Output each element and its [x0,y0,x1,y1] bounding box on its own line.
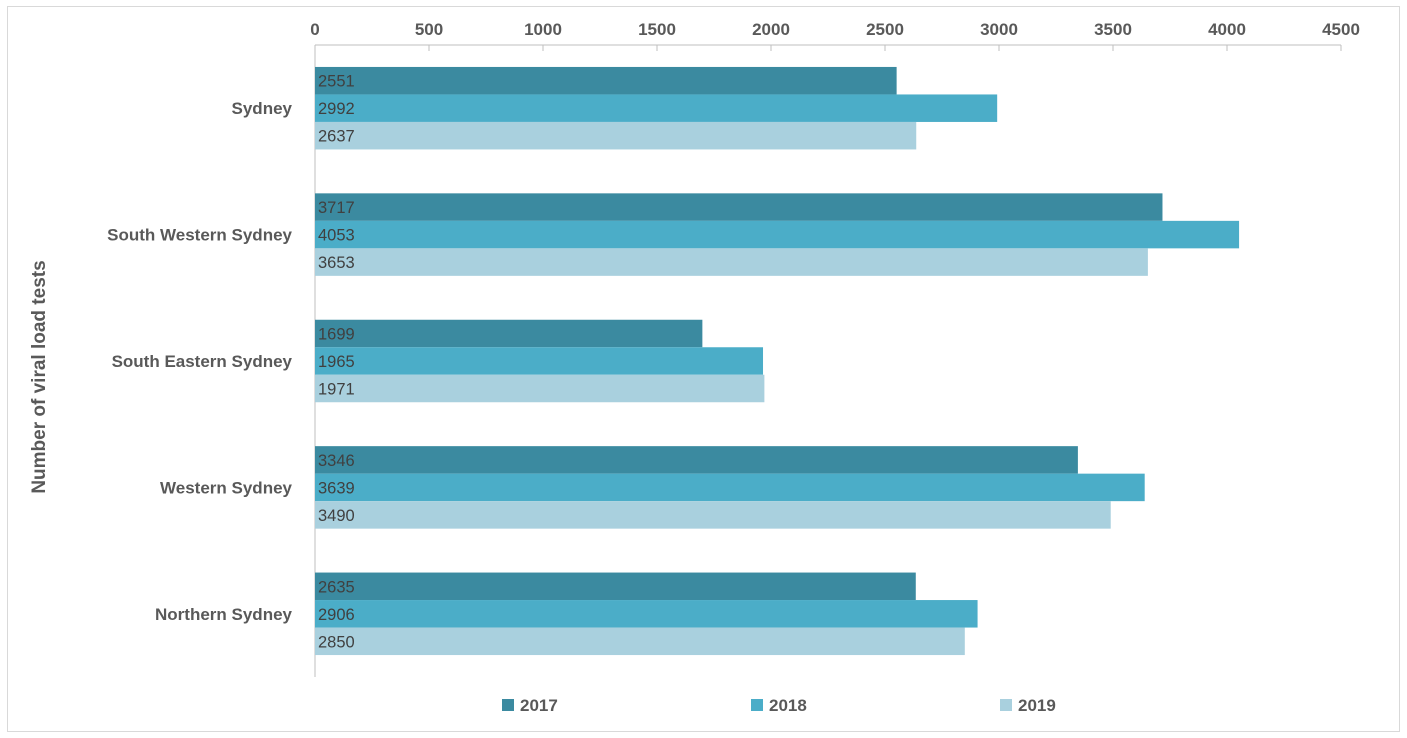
plot-area: 2551 2992 2637 3717 4053 3653 1699 1965 1971 3346… [314,45,1240,677]
x-tick-label: 1500 [638,20,676,39]
bar-2017 [315,446,1078,474]
bar-2019 [315,374,765,403]
bar-2017 [315,572,916,601]
x-tick-label: 3500 [1094,20,1132,39]
bar-2018 [315,600,978,628]
bar-2018 [315,94,998,122]
bar-2019 [315,121,917,150]
x-tick-label: 500 [415,20,443,39]
data-label-2017: 2635 [318,578,355,596]
data-label-2017: 3717 [318,199,355,217]
category-labels: Sydney South Western Sydney South Eastern … [107,99,292,624]
bar-2017 [315,193,1163,221]
bar-2018 [315,220,1240,249]
x-tick-label: 3000 [980,20,1018,39]
data-label-2018: 2906 [318,606,355,624]
x-axis-ticks: 0 500 1000 1500 2000 2500 3000 3500 4000 4500 [310,20,1360,51]
bar-2018 [315,347,764,375]
data-label-2018: 2992 [318,100,355,118]
data-label-2019: 2850 [318,633,355,651]
data-label-2017: 3346 [318,452,355,470]
x-tick-label: 1000 [524,20,562,39]
data-label-2019: 3653 [318,254,355,272]
bar-2018 [315,473,1145,502]
data-label-2018: 1965 [318,353,355,371]
bar-2019 [315,627,965,656]
x-tick-label: 2000 [752,20,790,39]
y-axis-title: Number of viral load tests [29,260,50,493]
category-label: South Western Sydney [107,226,292,245]
x-tick-label: 4500 [1322,20,1360,39]
legend-label-2018: 2018 [769,696,807,715]
legend-swatch-2018 [751,699,763,711]
x-tick-label: 4000 [1208,20,1246,39]
x-tick-label: 2500 [866,20,904,39]
data-label-2019: 3490 [318,507,355,525]
data-label-2017: 1699 [318,326,355,344]
legend-swatch-2017 [502,699,514,711]
x-tick-label: 0 [310,20,319,39]
data-label-2018: 3639 [318,479,355,497]
data-label-2019: 1971 [318,381,355,399]
category-label: Sydney [232,99,293,118]
bar-2017 [315,66,897,95]
legend-swatch-2019 [1000,699,1012,711]
legend-label-2019: 2019 [1018,696,1056,715]
category-label: Western Sydney [160,478,293,497]
legend-label-2017: 2017 [520,696,558,715]
bar-2019 [315,501,1111,529]
data-label-2017: 2551 [318,73,355,91]
data-label-2018: 4053 [318,227,355,245]
category-label: Northern Sydney [155,605,293,624]
bar-2017 [315,319,703,348]
legend: 2017 2018 2019 [502,696,1056,715]
data-label-2019: 2637 [318,128,355,146]
category-label: South Eastern Sydney [112,352,293,371]
bar-2019 [315,248,1148,276]
